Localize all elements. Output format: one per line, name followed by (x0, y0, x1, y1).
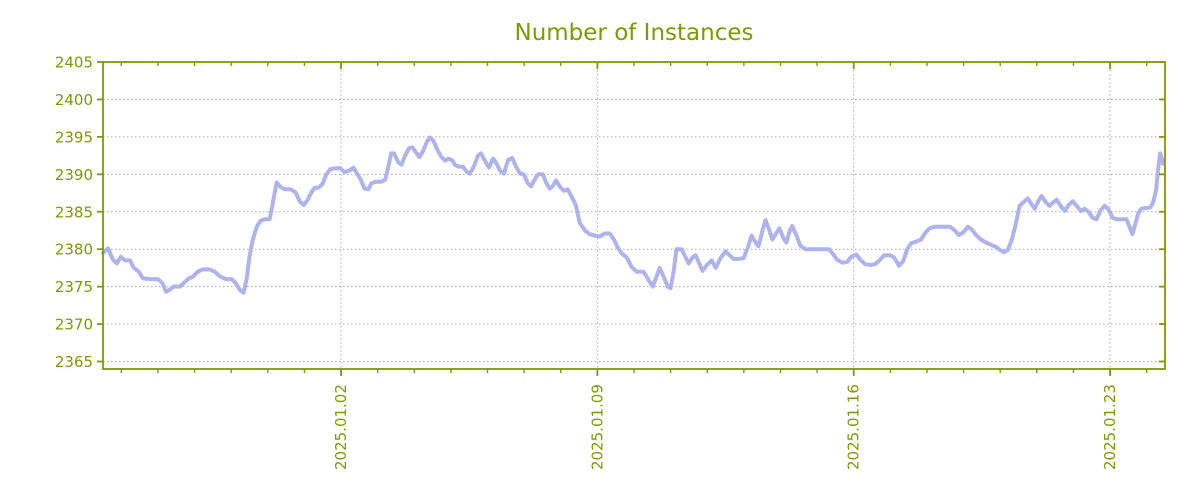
y-tick-label: 2380 (55, 241, 93, 259)
vertical-gridlines (340, 62, 1111, 369)
y-tick-label: 2375 (55, 278, 93, 296)
y-tick-label: 2390 (55, 166, 93, 184)
plot-frame (102, 61, 1166, 370)
x-tick-label: 2025.01.02 (332, 384, 350, 470)
y-tick-label: 2400 (55, 91, 93, 109)
chart-title: Number of Instances (515, 20, 754, 46)
y-axis-labels: 2365 2370 2375 2380 2385 2390 2395 2400 2405 (55, 54, 93, 372)
axis-ticks (97, 61, 1165, 376)
y-tick-label: 2370 (55, 316, 93, 334)
y-tick-label: 2385 (55, 203, 93, 221)
data-series-line (101, 135, 1166, 295)
y-tick-label: 2405 (55, 54, 93, 72)
y-tick-label: 2365 (55, 353, 93, 371)
x-tick-label: 2025.01.23 (1101, 384, 1119, 470)
x-tick-label: 2025.01.16 (845, 384, 863, 470)
x-axis-labels: 2025.01.02 2025.01.09 2025.01.16 2025.01.23 (332, 384, 1119, 470)
y-tick-label: 2395 (55, 128, 93, 146)
x-tick-label: 2025.01.09 (588, 384, 606, 470)
horizontal-gridlines (103, 98, 1165, 363)
